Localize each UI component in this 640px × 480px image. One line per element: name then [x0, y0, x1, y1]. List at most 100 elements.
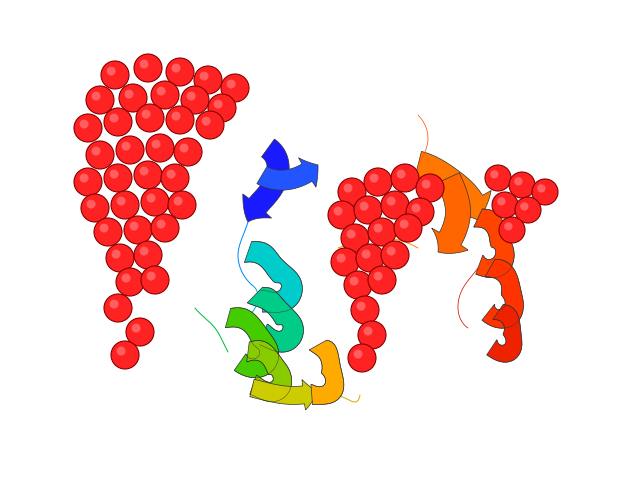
Circle shape — [360, 202, 369, 211]
Circle shape — [196, 111, 224, 139]
Circle shape — [180, 144, 189, 153]
Circle shape — [157, 220, 166, 228]
Circle shape — [109, 114, 118, 122]
PathPatch shape — [244, 241, 302, 312]
Circle shape — [116, 347, 125, 356]
Circle shape — [412, 204, 420, 213]
Circle shape — [92, 146, 100, 156]
Circle shape — [358, 321, 386, 349]
Circle shape — [368, 218, 396, 246]
Circle shape — [362, 250, 371, 259]
Circle shape — [86, 200, 95, 208]
Circle shape — [406, 198, 434, 226]
Circle shape — [130, 222, 139, 230]
Circle shape — [369, 174, 379, 182]
Circle shape — [100, 224, 109, 233]
PathPatch shape — [247, 287, 303, 352]
Circle shape — [331, 248, 359, 276]
PathPatch shape — [225, 308, 279, 378]
Circle shape — [181, 86, 209, 114]
Circle shape — [397, 169, 406, 179]
Circle shape — [116, 268, 144, 296]
Circle shape — [151, 214, 179, 242]
Circle shape — [125, 90, 134, 98]
Circle shape — [381, 191, 409, 219]
Circle shape — [537, 184, 545, 192]
Circle shape — [333, 206, 342, 216]
Circle shape — [134, 241, 162, 269]
PathPatch shape — [487, 305, 522, 362]
PathPatch shape — [474, 209, 514, 277]
Circle shape — [422, 180, 431, 189]
Circle shape — [109, 300, 118, 309]
Circle shape — [141, 188, 169, 216]
Circle shape — [104, 108, 132, 136]
Circle shape — [111, 341, 139, 369]
Circle shape — [351, 296, 379, 324]
Circle shape — [107, 67, 116, 75]
Circle shape — [122, 142, 131, 151]
Circle shape — [485, 165, 511, 191]
Circle shape — [111, 250, 120, 259]
Circle shape — [368, 266, 396, 294]
PathPatch shape — [482, 259, 524, 328]
Circle shape — [490, 170, 499, 179]
Circle shape — [172, 111, 180, 120]
Circle shape — [341, 224, 369, 252]
Circle shape — [514, 177, 522, 186]
Circle shape — [364, 168, 392, 196]
Circle shape — [221, 74, 249, 102]
Circle shape — [202, 117, 211, 126]
Circle shape — [140, 167, 148, 176]
Circle shape — [166, 58, 194, 86]
Circle shape — [106, 244, 134, 272]
Circle shape — [140, 247, 148, 255]
Circle shape — [152, 140, 161, 149]
Circle shape — [109, 169, 118, 179]
Circle shape — [146, 134, 174, 162]
Circle shape — [499, 217, 525, 243]
Circle shape — [122, 274, 131, 283]
Circle shape — [349, 276, 358, 286]
Circle shape — [147, 272, 156, 280]
Circle shape — [187, 92, 196, 101]
Circle shape — [132, 324, 141, 333]
Circle shape — [104, 294, 132, 322]
Circle shape — [79, 174, 88, 182]
Circle shape — [174, 138, 202, 166]
Circle shape — [356, 244, 384, 272]
Circle shape — [151, 81, 179, 109]
Circle shape — [532, 179, 558, 205]
Circle shape — [74, 114, 102, 142]
Circle shape — [173, 197, 182, 205]
Circle shape — [354, 196, 382, 224]
Circle shape — [157, 86, 166, 96]
Circle shape — [347, 229, 356, 239]
Circle shape — [364, 326, 372, 336]
Circle shape — [394, 214, 422, 242]
Circle shape — [116, 136, 144, 164]
Circle shape — [119, 84, 147, 112]
Circle shape — [134, 54, 162, 82]
Circle shape — [126, 318, 154, 346]
Circle shape — [161, 164, 189, 192]
PathPatch shape — [432, 173, 470, 253]
Circle shape — [381, 241, 409, 269]
Circle shape — [504, 222, 513, 230]
PathPatch shape — [415, 151, 491, 220]
Circle shape — [124, 216, 152, 244]
Circle shape — [214, 99, 223, 108]
Circle shape — [492, 192, 518, 218]
Circle shape — [194, 66, 222, 94]
Circle shape — [94, 218, 122, 246]
Circle shape — [111, 191, 139, 219]
Circle shape — [140, 60, 148, 69]
Circle shape — [104, 164, 132, 192]
Circle shape — [387, 197, 396, 205]
Circle shape — [227, 80, 236, 88]
Circle shape — [374, 272, 383, 280]
Circle shape — [79, 120, 88, 129]
Circle shape — [141, 266, 169, 294]
Circle shape — [497, 197, 506, 205]
Circle shape — [344, 271, 372, 299]
